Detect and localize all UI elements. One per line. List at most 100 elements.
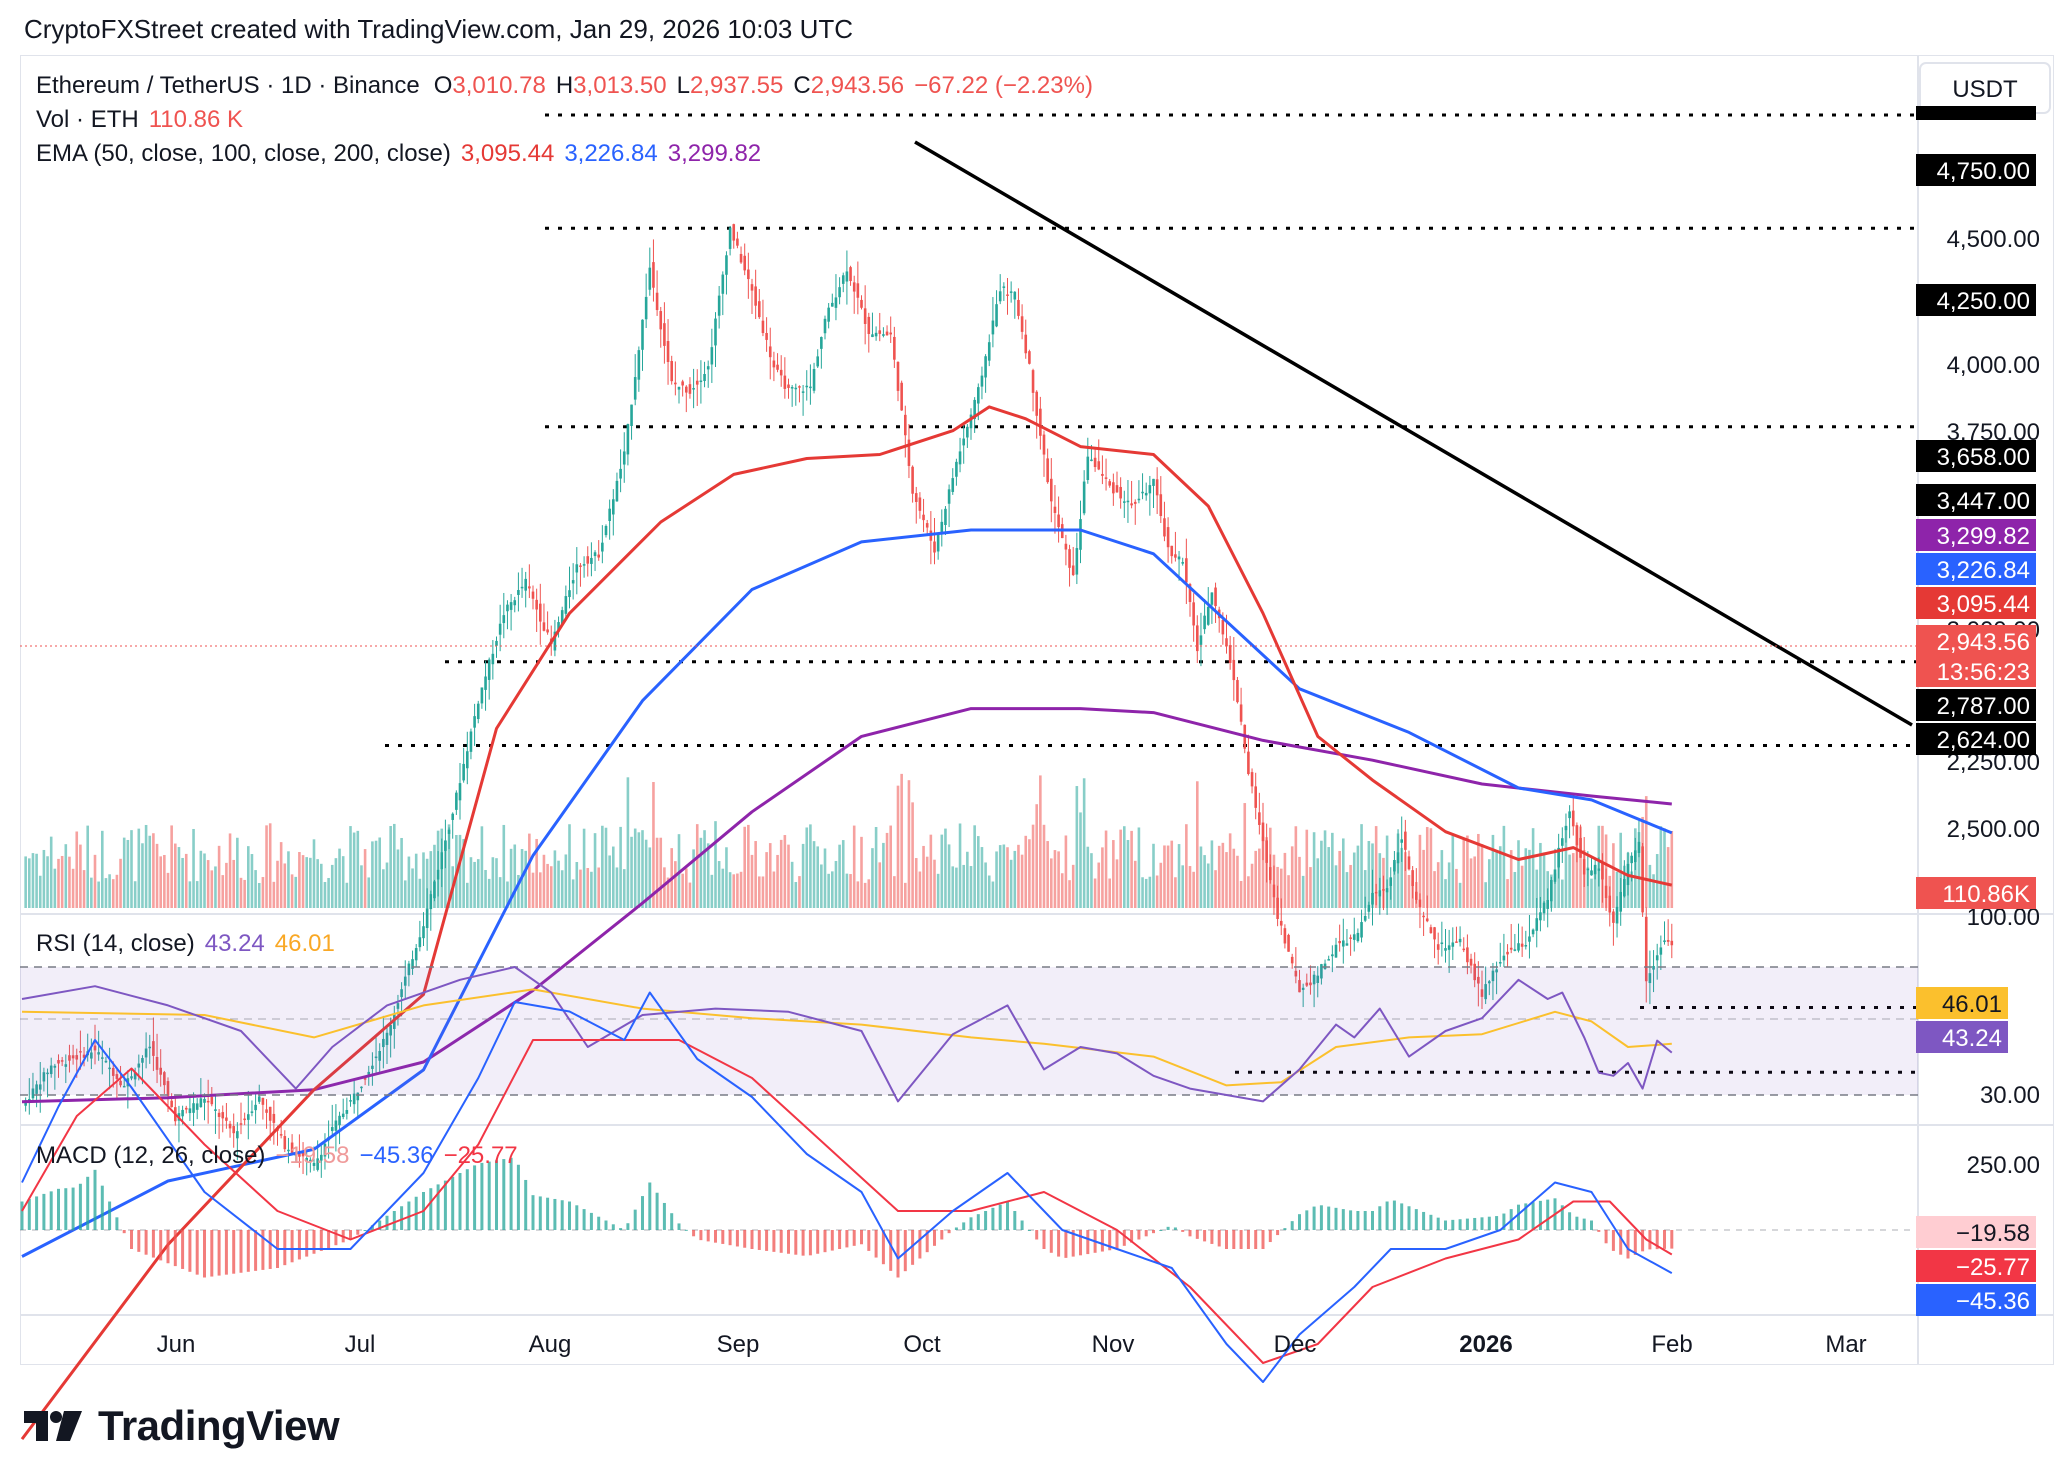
volume-bar xyxy=(144,824,148,908)
volume-bar xyxy=(133,881,137,908)
macd-hist-bar xyxy=(1575,1216,1579,1230)
macd-hist-bar xyxy=(1626,1230,1630,1259)
candle-body xyxy=(889,332,892,335)
volume-bar xyxy=(1013,850,1017,908)
high-value: 3,013.50 xyxy=(573,72,667,99)
candle-body xyxy=(444,840,447,851)
volume-bar xyxy=(571,879,575,908)
volume-bar xyxy=(363,849,367,908)
candle-body xyxy=(834,297,838,308)
candle-body xyxy=(670,361,673,382)
candle-body xyxy=(210,1096,214,1105)
currency-button[interactable]: USDT xyxy=(1919,62,2051,114)
volume-bar xyxy=(1192,871,1195,908)
candle-body xyxy=(1177,556,1181,560)
volume-bar xyxy=(57,858,60,908)
macd-hist-bar xyxy=(962,1222,966,1230)
volume-bar xyxy=(535,838,538,908)
candle-body xyxy=(940,521,944,534)
ema200-tag: 3,299.82 xyxy=(1916,519,2036,551)
candle-body xyxy=(838,287,841,298)
candle-body xyxy=(1148,485,1152,494)
candle-body xyxy=(1097,461,1101,470)
candle-body xyxy=(1294,970,1298,977)
symbol-name[interactable]: Ethereum / TetherUS · 1D · Binance xyxy=(36,72,420,99)
candle-body xyxy=(1440,942,1444,945)
volume-bar xyxy=(966,851,969,908)
macd-hist-bar xyxy=(933,1230,936,1246)
macd-hist-bar xyxy=(64,1188,68,1230)
candle-body xyxy=(345,1110,349,1114)
candle-body xyxy=(706,366,710,370)
candle-body xyxy=(984,356,987,378)
macd-hist-bar xyxy=(1400,1203,1404,1230)
candle-body xyxy=(1655,955,1659,961)
volume-bar xyxy=(1458,882,1462,908)
volume-bar xyxy=(944,828,947,908)
volume-bar xyxy=(236,837,239,908)
candle-body xyxy=(560,610,564,626)
volume-bar xyxy=(287,851,290,908)
volume-bar xyxy=(1141,877,1144,908)
candle-body xyxy=(517,590,520,595)
volume-bar xyxy=(407,856,411,908)
macd-hist-bar xyxy=(1166,1226,1170,1230)
volume-bar xyxy=(1075,786,1079,908)
candle-body xyxy=(568,590,571,598)
candle-body xyxy=(736,238,739,246)
volume-bar xyxy=(984,862,987,908)
candle-body xyxy=(1601,862,1604,880)
volume-bar xyxy=(1258,848,1261,908)
candle-body xyxy=(71,1055,75,1059)
candle-body xyxy=(1488,981,1491,984)
candle-body xyxy=(137,1063,141,1068)
candle-body xyxy=(1279,920,1283,926)
volume-bar xyxy=(1006,847,1009,908)
candle-body xyxy=(995,304,998,327)
volume-bar xyxy=(593,833,597,908)
macd-hist-bar xyxy=(122,1230,126,1234)
volume-bar xyxy=(531,872,535,908)
candle-body xyxy=(79,1051,82,1053)
candle-body xyxy=(1331,954,1334,957)
candle-body xyxy=(652,262,655,288)
volume-bar xyxy=(1279,868,1283,908)
macd-hist-bar xyxy=(1371,1211,1374,1230)
volume-bar xyxy=(64,844,68,908)
volume-bar xyxy=(882,842,885,908)
macd-hist-bar xyxy=(1027,1230,1031,1231)
volume-bar xyxy=(414,853,418,908)
candle-body xyxy=(1093,457,1097,468)
candle-body xyxy=(933,541,936,553)
macd-hist-bar xyxy=(954,1227,958,1230)
candle-body xyxy=(882,334,885,336)
volume-bar xyxy=(60,855,64,908)
volume-bar xyxy=(221,875,225,908)
volume-bar xyxy=(86,825,89,908)
candle-body xyxy=(1498,962,1502,964)
volume-bar xyxy=(779,839,783,908)
macd-hist-bar xyxy=(78,1183,82,1230)
volume-bar xyxy=(1028,839,1031,908)
volume-bar xyxy=(104,878,108,908)
volume-bar xyxy=(962,864,965,908)
level-tag-3658: 3,658.00 xyxy=(1916,440,2036,472)
volume-bar xyxy=(79,844,82,908)
volume-bar xyxy=(546,863,549,908)
candle-body xyxy=(721,274,725,294)
macd-hist-bar xyxy=(940,1230,944,1240)
volume-bar xyxy=(1039,775,1042,908)
macd-hist-bar xyxy=(772,1230,776,1252)
macd-hist-bar xyxy=(429,1188,433,1230)
volume-bar xyxy=(834,860,838,908)
rsi-y-tick: 30.00 xyxy=(1980,1082,2040,1109)
volume-bar xyxy=(630,836,633,908)
macd-hist-bar xyxy=(349,1230,352,1240)
candle-body xyxy=(49,1065,53,1075)
volume-bar xyxy=(1469,858,1473,908)
candle-body xyxy=(458,783,462,801)
macd-hist-bar xyxy=(1363,1211,1367,1230)
volume-bar xyxy=(214,866,217,908)
descending-trendline[interactable] xyxy=(914,140,1913,727)
